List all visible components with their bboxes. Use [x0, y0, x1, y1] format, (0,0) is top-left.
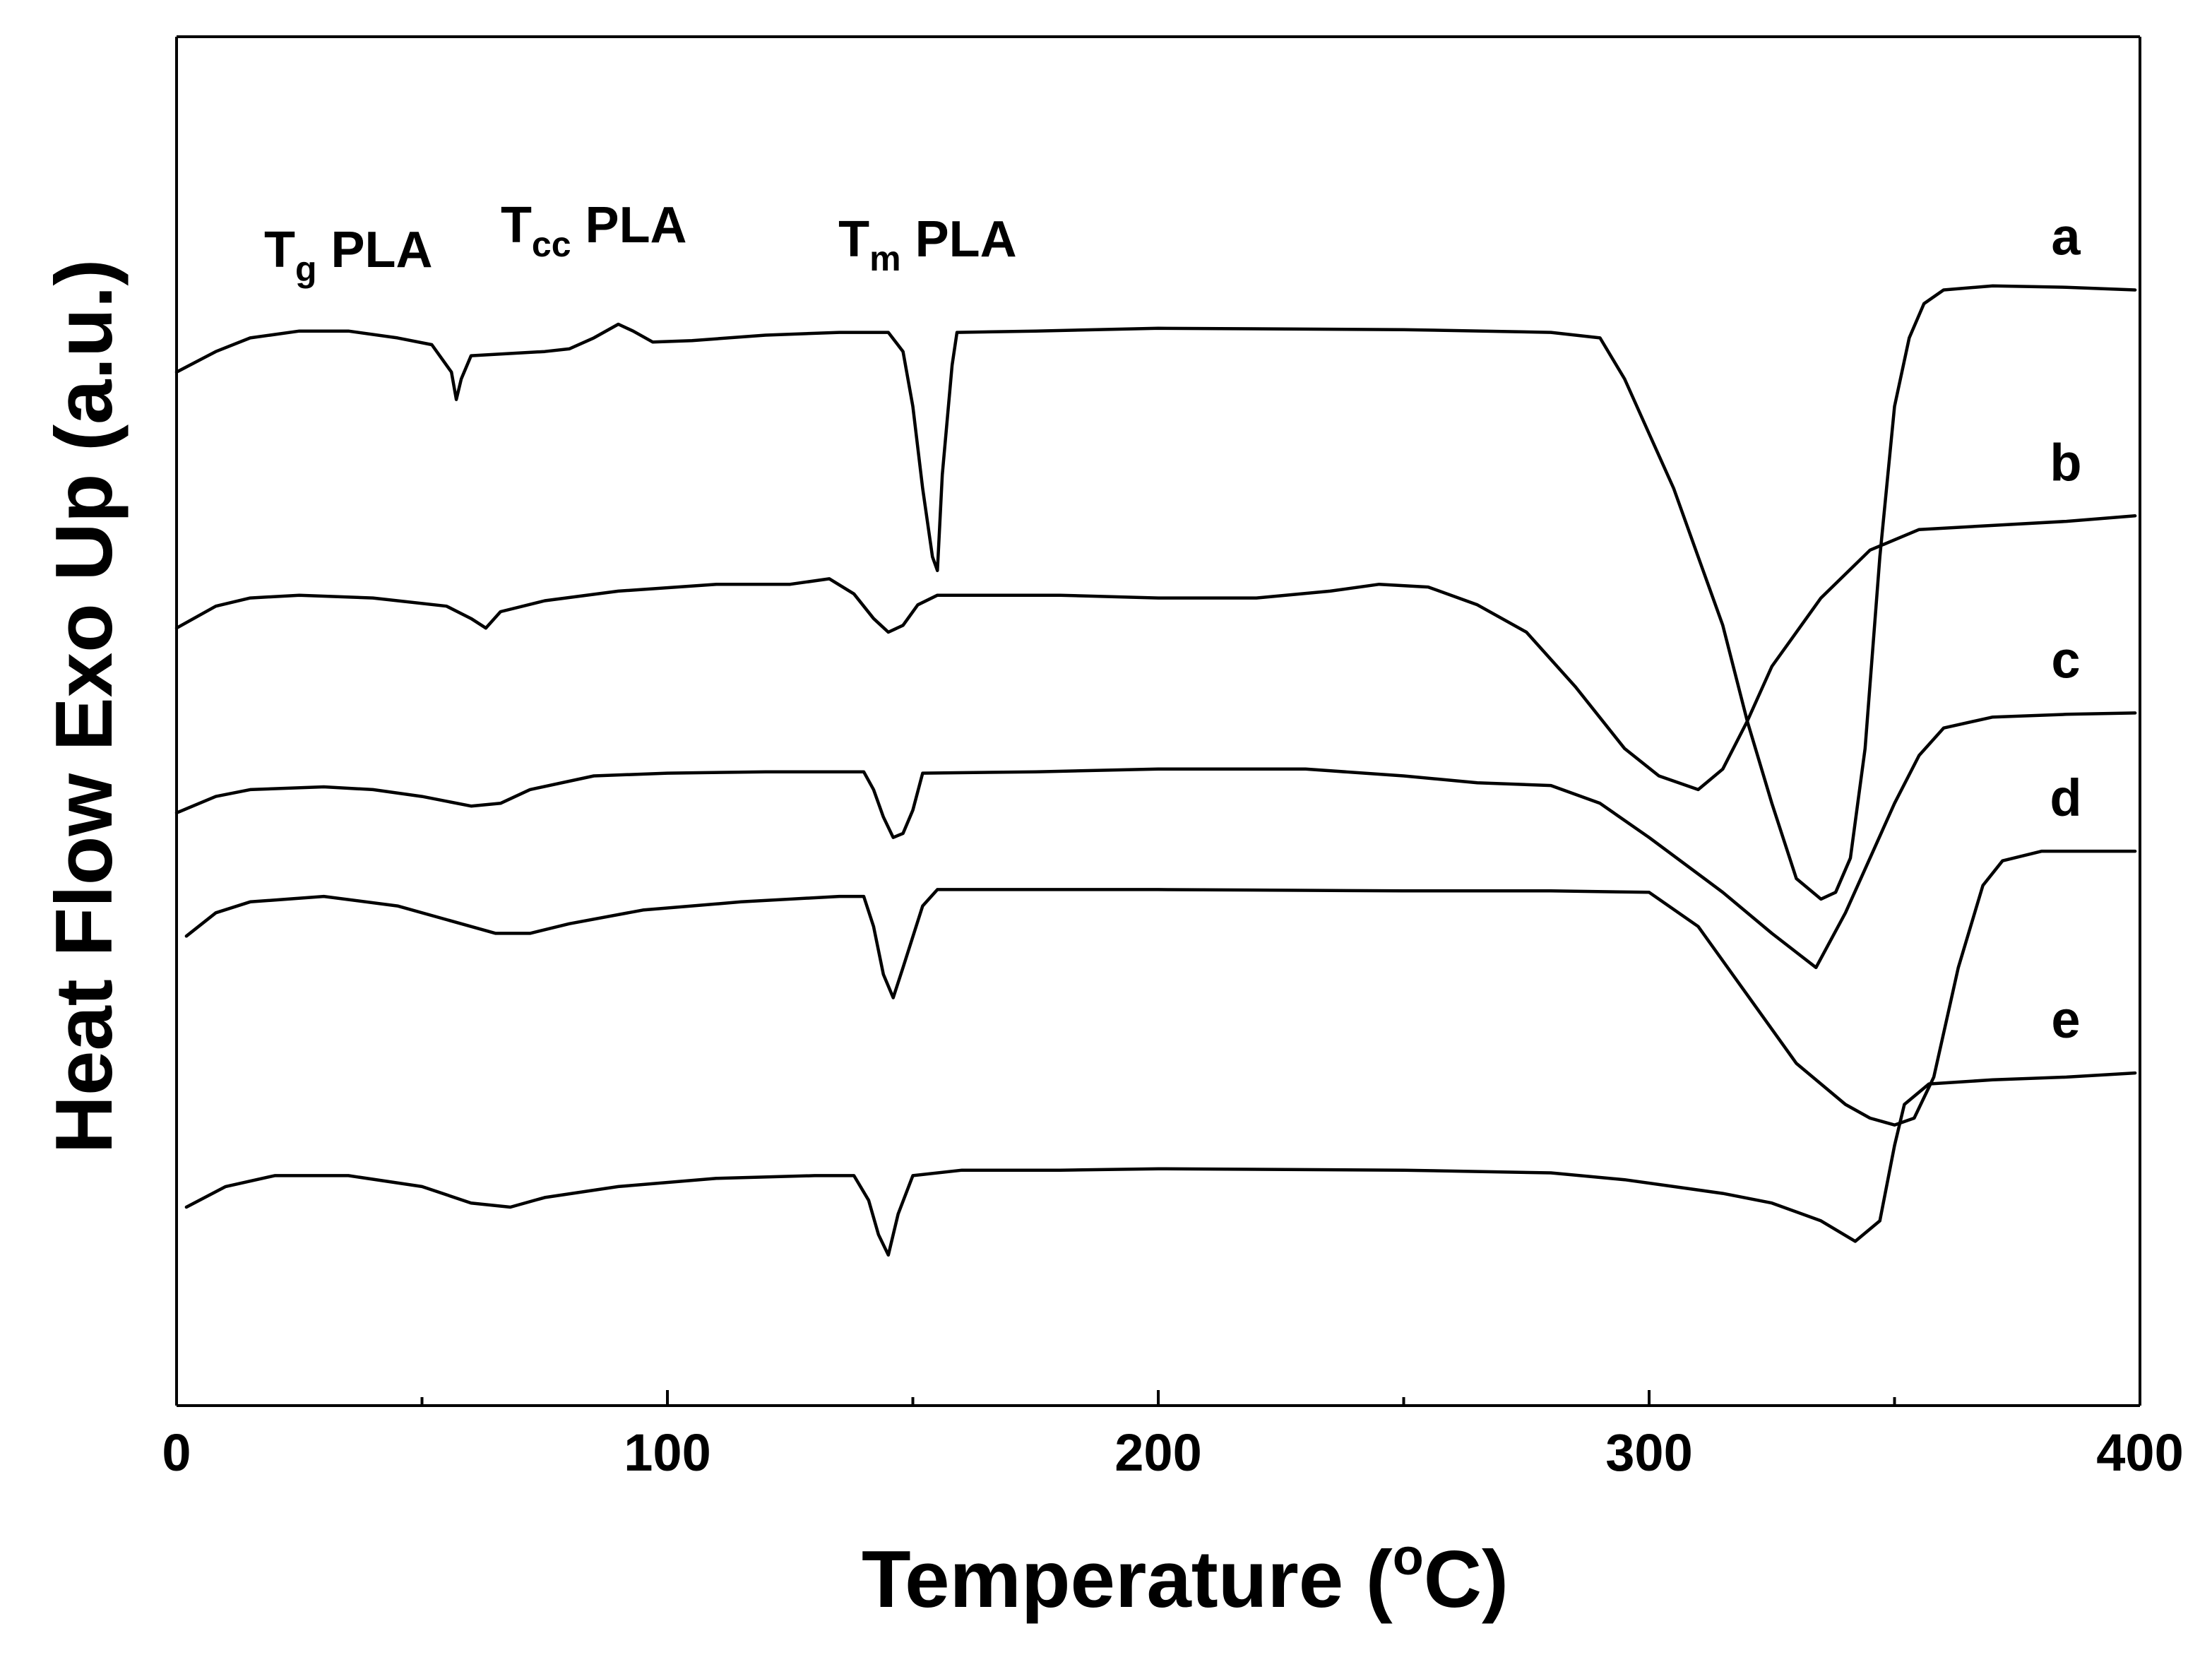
- x-axis-tick-labels: 0 100 200 300 400: [162, 1423, 2183, 1482]
- y-axis-title: Heat Flow Exo Up (a.u.): [40, 259, 129, 1154]
- series-line-c: [174, 711, 2137, 970]
- series-line-d: [184, 849, 2137, 1127]
- annotation-tm-subscript: m: [869, 239, 900, 278]
- series-lines: [174, 284, 2137, 1257]
- series-labels: a b c d e: [2050, 208, 2081, 1050]
- x-tick-label-200: 200: [1114, 1423, 1201, 1482]
- series-line-e: [184, 1071, 2137, 1257]
- series-label-d: d: [2050, 768, 2081, 827]
- annotation-tcc: Tcc PLA: [501, 197, 687, 264]
- series-label-b: b: [2050, 433, 2081, 492]
- x-tick-label-300: 300: [1605, 1423, 1692, 1482]
- plot-frame: [175, 35, 2141, 1407]
- series-label-e: e: [2051, 990, 2080, 1049]
- x-axis-ticks: [175, 1390, 2141, 1406]
- annotation-tcc-main: T: [501, 197, 532, 254]
- x-axis-title-degree: o: [1393, 1529, 1424, 1586]
- x-tick-label-0: 0: [162, 1423, 191, 1482]
- transition-annotations: Tg PLA Tcc PLA Tm PLA: [264, 197, 1017, 289]
- annotation-tm: Tm PLA: [838, 211, 1016, 278]
- x-axis-title-tail: C): [1424, 1535, 1509, 1625]
- x-axis-title-main: Temperature (: [862, 1535, 1393, 1625]
- annotation-tg: Tg PLA: [264, 222, 433, 289]
- annotation-tg-subscript: g: [295, 249, 317, 289]
- x-tick-label-400: 400: [2096, 1423, 2183, 1482]
- annotation-tg-main: T: [264, 222, 295, 278]
- annotation-tcc-tail: PLA: [571, 197, 687, 254]
- annotation-tm-tail: PLA: [901, 211, 1017, 268]
- annotation-tcc-subscript: cc: [532, 225, 571, 264]
- annotation-tg-tail: PLA: [317, 222, 433, 278]
- series-label-c: c: [2051, 630, 2080, 689]
- annotation-tm-main: T: [838, 211, 869, 268]
- series-line-a: [174, 284, 2137, 901]
- series-label-a: a: [2051, 208, 2081, 266]
- series-line-b: [174, 514, 2137, 792]
- x-axis-title: Temperature (oC): [862, 1529, 1509, 1625]
- x-tick-label-100: 100: [624, 1423, 710, 1482]
